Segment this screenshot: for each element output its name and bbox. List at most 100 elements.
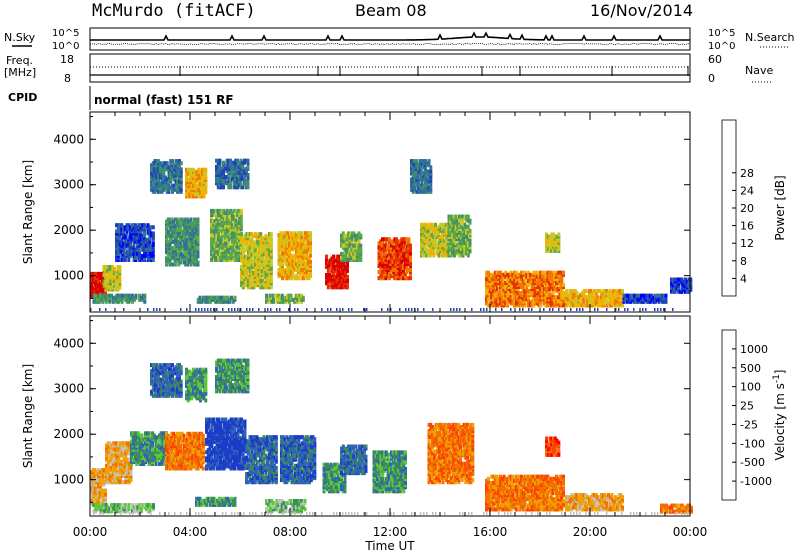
power-cell	[197, 228, 200, 232]
power-cell	[228, 308, 230, 311]
power-cell	[411, 308, 413, 311]
power-cell	[345, 258, 348, 262]
power-cell	[332, 255, 335, 259]
velocity-region	[105, 441, 133, 484]
power-cell	[486, 308, 488, 311]
power-cell	[216, 308, 218, 311]
power-cell	[495, 308, 497, 311]
power-cell	[346, 269, 349, 273]
power-cell	[197, 261, 200, 265]
power-cell	[423, 308, 425, 311]
power-cell	[222, 308, 224, 311]
nsky-scale-top: 10^5	[52, 28, 79, 39]
power-cell	[432, 251, 435, 255]
nave-scale-bottom: 0	[708, 72, 715, 85]
power-cell	[363, 308, 365, 311]
power-cell	[387, 308, 389, 311]
power-cell	[415, 159, 418, 163]
power-cell	[272, 298, 275, 302]
power-cell	[594, 308, 596, 311]
power-cell	[453, 308, 455, 311]
velocity-cell	[152, 503, 155, 507]
power-colorbar-tick-label: 20	[740, 202, 754, 215]
power-cell	[309, 231, 312, 235]
power-cell	[657, 308, 659, 311]
power-cell	[576, 291, 579, 295]
power-cell	[407, 237, 410, 241]
power-cell	[270, 236, 273, 240]
power-cell	[543, 271, 546, 275]
power-colorbar-tick-label: 8	[740, 255, 747, 268]
power-cell	[290, 294, 293, 298]
power-cell	[327, 308, 329, 311]
power-cell	[270, 232, 273, 236]
power-cell	[246, 308, 248, 311]
power-cell	[281, 294, 284, 298]
power-cell	[576, 308, 578, 311]
power-ytick-label: 1000	[53, 269, 84, 283]
power-cell	[210, 308, 212, 311]
power-cell	[197, 246, 200, 250]
power-cell	[204, 174, 207, 178]
power-cell	[231, 308, 233, 311]
power-cell	[434, 223, 437, 227]
power-cell	[143, 234, 146, 238]
power-cell	[531, 308, 533, 311]
power-cell	[348, 308, 350, 311]
power-cell	[252, 308, 254, 311]
power-cell	[143, 294, 146, 298]
power-region	[165, 218, 200, 267]
power-region	[197, 296, 237, 304]
power-cell	[234, 296, 237, 300]
power-cell	[557, 233, 560, 237]
power-cell	[229, 183, 232, 187]
power-cell	[152, 225, 155, 229]
power-cell	[180, 188, 183, 192]
nave-label: Nave	[745, 64, 773, 77]
power-cell	[180, 167, 183, 171]
freq-scale-top: 18	[60, 53, 74, 66]
power-cell	[565, 289, 568, 293]
power-cell	[471, 308, 473, 311]
power-cell	[522, 285, 525, 289]
power-plot-area	[90, 112, 690, 312]
power-cell	[519, 308, 521, 311]
power-cell	[672, 308, 674, 311]
power-cell	[327, 283, 330, 287]
power-cell	[409, 244, 412, 248]
power-cell	[428, 159, 431, 163]
power-cell	[213, 308, 215, 311]
power-cell	[558, 308, 560, 311]
power-cell	[153, 308, 155, 311]
beam-title: Beam 08	[355, 1, 427, 20]
power-cell	[469, 229, 472, 233]
power-ytick-label: 2000	[53, 223, 84, 237]
power-cell	[249, 308, 251, 311]
power-cell	[346, 283, 349, 287]
power-cell	[300, 235, 303, 239]
nsky-scale-bottom: 10^0	[52, 41, 79, 52]
power-cell	[618, 308, 620, 311]
power-cell	[562, 299, 565, 303]
power-cell	[247, 173, 250, 177]
velocity-cell	[128, 503, 131, 507]
power-cell	[152, 231, 155, 235]
power-cell	[270, 285, 273, 289]
power-cell	[309, 260, 312, 264]
power-cell	[665, 298, 668, 302]
power-cell	[562, 283, 565, 287]
velocity-cell	[104, 493, 107, 497]
power-cell	[562, 295, 565, 299]
power-cell	[201, 308, 203, 311]
power-cell	[528, 308, 530, 311]
power-cell	[432, 308, 434, 311]
power-cell	[325, 255, 328, 259]
nsearch-trace	[90, 43, 690, 44]
nsearch-label: N.Search	[745, 31, 795, 44]
power-cell	[240, 181, 243, 185]
power-cell	[381, 308, 383, 311]
date-title: 16/Nov/2014	[590, 1, 693, 20]
power-cell	[204, 308, 206, 311]
